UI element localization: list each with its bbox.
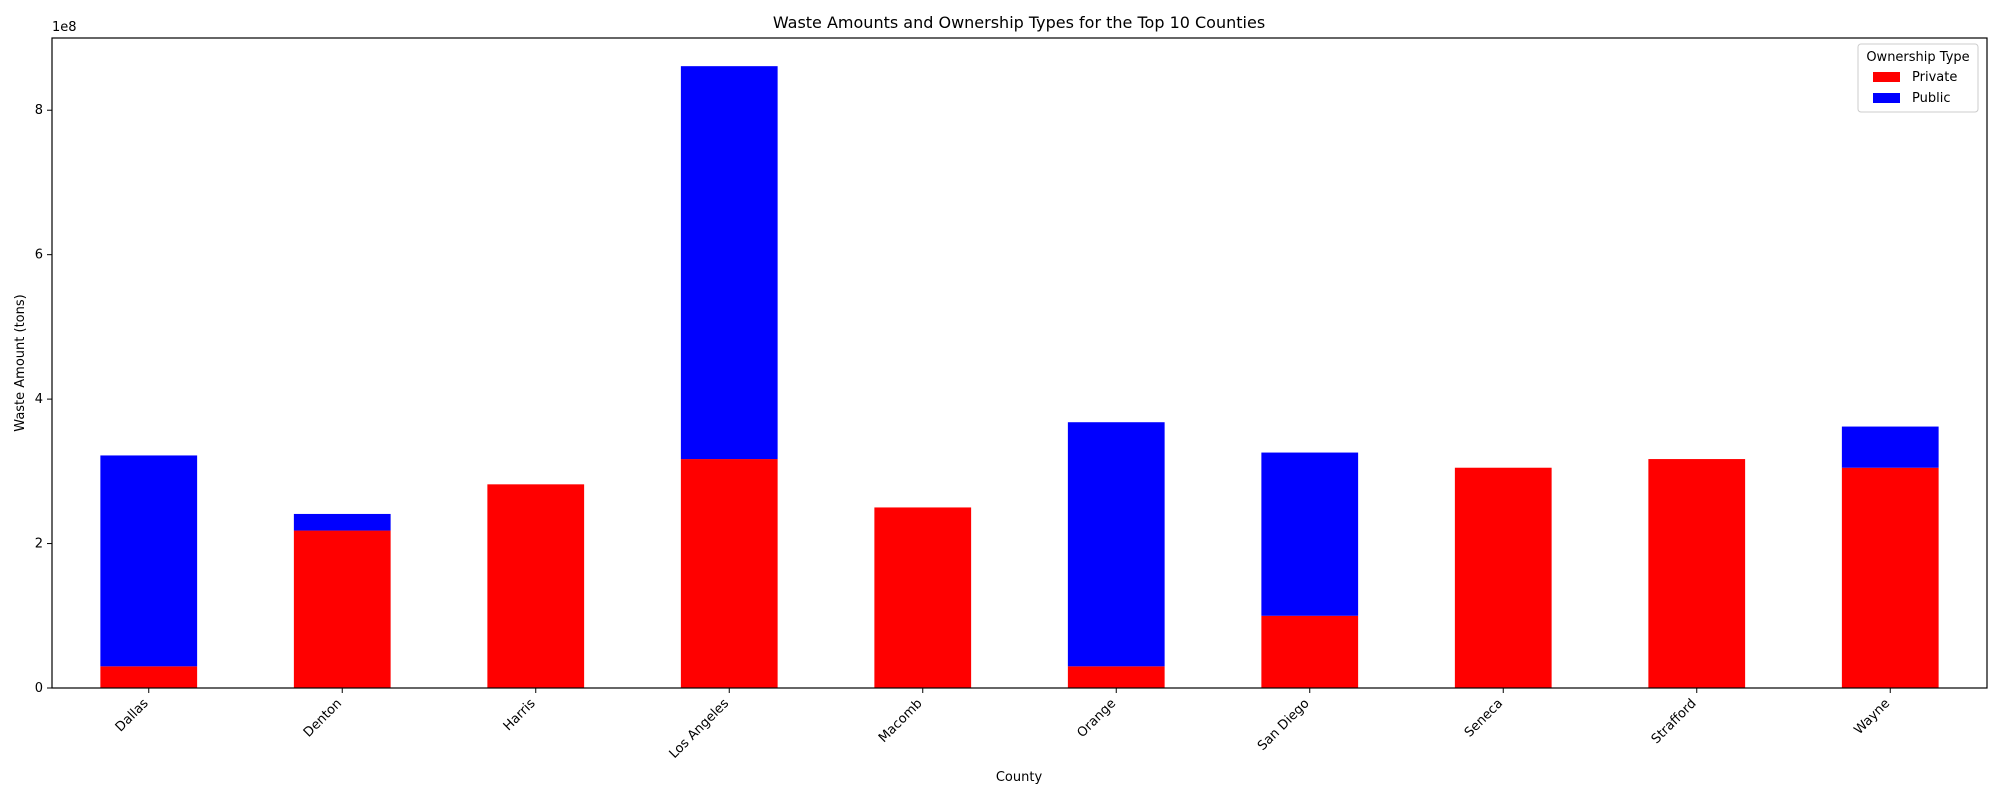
y-axis-label: Waste Amount (tons) (13, 294, 28, 431)
legend-title: Ownership Type (1866, 50, 1969, 65)
bar-private-dallas (100, 666, 198, 688)
legend-swatch-private (1873, 72, 1900, 82)
bar-public-wayne (1841, 426, 1939, 468)
y-tick-label: 4 (35, 392, 43, 407)
bar-private-strafford (1648, 459, 1746, 688)
bars-layer (100, 66, 1939, 688)
bar-public-los-angeles (680, 66, 778, 460)
legend-label-private: Private (1912, 70, 1957, 85)
bar-private-los-angeles (680, 459, 778, 688)
y-tick-label: 2 (35, 537, 43, 552)
plot-frame (51, 37, 1988, 689)
bar-public-denton (293, 513, 391, 531)
bar-private-seneca (1454, 467, 1552, 688)
legend: Ownership Type Private Public (1857, 43, 1979, 113)
y-tick-label: 6 (35, 248, 43, 263)
bar-public-san-diego (1261, 452, 1359, 616)
bar-private-san-diego (1261, 615, 1359, 688)
y-scale-label: 1e8 (52, 20, 77, 35)
bar-private-wayne (1841, 467, 1939, 688)
bar-private-macomb (874, 507, 972, 688)
bar-public-orange (1067, 422, 1165, 667)
y-tick-label: 8 (35, 103, 43, 118)
bar-private-orange (1067, 666, 1165, 688)
bar-public-dallas (100, 455, 198, 667)
bar-private-denton (293, 530, 391, 688)
x-axis-label: County (996, 770, 1043, 785)
chart-title: Waste Amounts and Ownership Types for th… (773, 13, 1265, 32)
y-tick-label: 0 (35, 681, 43, 696)
legend-label-public: Public (1912, 91, 1950, 106)
bar-private-harris (487, 484, 585, 688)
y-axis: 0 2 4 6 8 (35, 103, 52, 696)
legend-swatch-public (1873, 93, 1900, 103)
